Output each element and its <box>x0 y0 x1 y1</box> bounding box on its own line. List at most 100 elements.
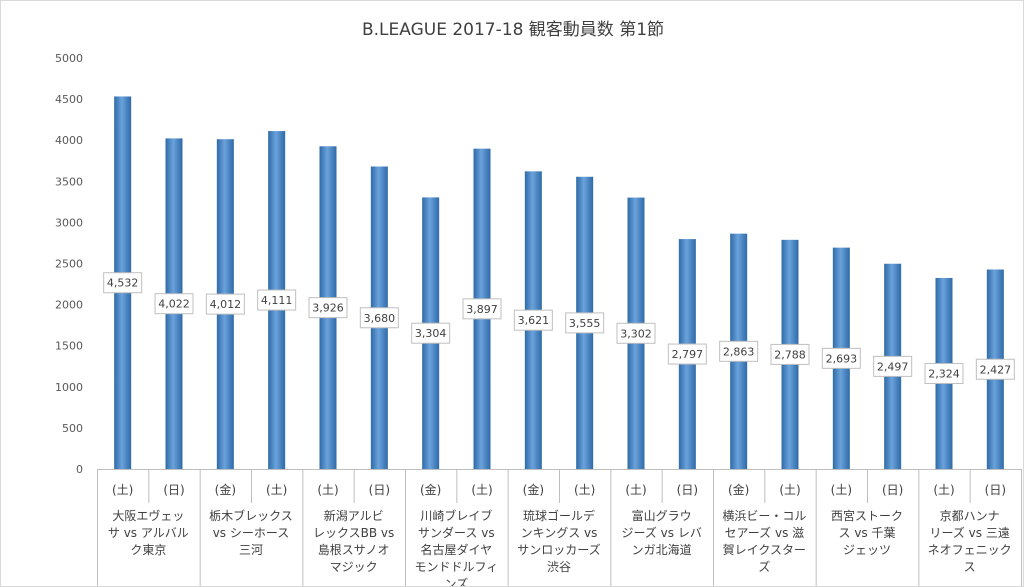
data-label-box <box>257 289 297 311</box>
data-label-box <box>359 307 399 329</box>
data-label-box <box>719 340 759 362</box>
group-label-line: サンダース vs <box>418 525 495 540</box>
data-label-box <box>513 309 553 331</box>
data-labels: 4,532 4,022 4,012 4,111 3,926 3,680 3,304 3,897… <box>103 272 1015 384</box>
group-label-line: ズ <box>758 559 770 574</box>
group-label-line: 島根スサノオ <box>318 542 390 557</box>
x-tick-label: (土) <box>112 483 133 497</box>
group-label-line: ジーズ vs レバ <box>621 525 701 540</box>
data-label-box <box>565 312 605 334</box>
y-tick-label: 5000 <box>55 52 83 65</box>
data-label: 3,680 <box>364 312 396 325</box>
data-label-box <box>205 293 245 315</box>
y-tick-label: 1000 <box>55 381 83 394</box>
data-label: 3,621 <box>518 314 550 327</box>
y-tick-label: 3500 <box>55 175 83 188</box>
x-tick-label: (金) <box>215 482 236 497</box>
data-label-box <box>154 293 194 315</box>
data-label: 2,324 <box>928 367 960 380</box>
x-axis: (土) (日) (金) (土) (土) (日) (金) (土) (金) (土) (土) (日) (金) (… <box>97 469 1022 586</box>
x-tick-label: (土) <box>933 483 954 497</box>
data-label-box <box>975 358 1015 380</box>
data-label: 2,788 <box>774 348 806 361</box>
x-tick-label: (土) <box>625 483 646 497</box>
y-tick-label: 2000 <box>55 299 83 312</box>
data-label-box <box>616 322 656 344</box>
group-label-line: 横浜ビー・コル <box>722 509 806 523</box>
data-label: 4,532 <box>107 277 139 290</box>
data-label: 3,897 <box>466 303 498 316</box>
data-label: 3,926 <box>312 302 344 315</box>
group-label-line: 栃木ブレックス <box>209 508 293 523</box>
data-label-box <box>308 297 348 319</box>
y-tick-label: 4000 <box>55 134 83 147</box>
data-label-box <box>873 355 913 377</box>
data-label: 3,555 <box>569 317 601 330</box>
data-label-box <box>103 272 143 294</box>
group-label-line: サンロッカーズ <box>517 542 600 557</box>
group-label-line: ンガ北海道 <box>632 542 692 557</box>
x-tick-label: (土) <box>831 483 852 497</box>
x-tick-label: (土) <box>574 483 595 497</box>
data-label: 4,012 <box>210 298 242 311</box>
data-label: 2,797 <box>672 348 704 361</box>
group-label-line: 新潟アルビ <box>324 508 384 523</box>
group-label-line: ンズ <box>444 576 468 586</box>
data-label-box <box>821 347 861 369</box>
group-label-line: ジェッツ <box>843 543 891 557</box>
group-label-line: 川崎ブレイブ <box>420 508 492 523</box>
group-label-line: レックスBB vs <box>313 526 394 540</box>
y-tick-label: 3000 <box>55 216 83 229</box>
data-label: 2,497 <box>877 360 909 373</box>
group-label-line: セアーズ vs 滋 <box>724 525 804 540</box>
data-label-box <box>924 362 964 384</box>
group-label-line: 渋谷 <box>547 560 571 574</box>
bars <box>114 96 1004 470</box>
data-label-box <box>667 343 707 365</box>
x-tick-label: (土) <box>317 483 338 497</box>
x-tick-label: (土) <box>266 483 287 497</box>
group-label-line: 賀レイクスター <box>723 543 806 557</box>
group-label-line: 富山グラウ <box>632 508 692 523</box>
data-label: 4,022 <box>158 298 190 311</box>
x-tick-label: (金) <box>728 482 749 497</box>
group-label-line: ス <box>964 560 976 574</box>
group-label-line: リーズ vs 三遠 <box>929 525 1009 540</box>
data-label: 2,693 <box>826 352 858 365</box>
group-label-line: vs シーホース <box>213 526 290 540</box>
y-tick-label: 0 <box>76 463 83 476</box>
data-label-box <box>411 322 451 344</box>
data-label: 2,863 <box>723 345 755 358</box>
group-label-line: 京都ハンナ <box>940 509 1000 523</box>
group-label-line: 名古屋ダイヤ <box>421 542 493 557</box>
group-label-line: 琉球ゴールデ <box>523 508 595 523</box>
group-label-line: ンキングス vs <box>521 526 598 540</box>
y-tick-label: 1500 <box>55 340 83 353</box>
group-label-line: ス vs 千葉 <box>839 526 896 540</box>
y-tick-label: 500 <box>62 422 83 435</box>
data-label: 4,111 <box>261 294 293 307</box>
data-label-box <box>462 298 502 320</box>
group-label-line: 西宮ストーク <box>831 508 903 523</box>
x-tick-label: (土) <box>471 483 492 497</box>
x-tick-label: (日) <box>882 483 903 497</box>
chart-title: B.LEAGUE 2017-18 観客動員数 第1節 <box>361 20 665 40</box>
data-label: 3,304 <box>415 327 447 340</box>
x-tick-label: (金) <box>420 482 441 497</box>
group-label-line: モンドドルフィ <box>414 560 498 574</box>
data-label-box <box>770 343 810 365</box>
x-tick-label: (日) <box>163 483 184 497</box>
group-label-line: ク東京 <box>130 543 166 557</box>
y-tick-label: 2500 <box>55 258 83 271</box>
group-label-line: 三河 <box>239 543 263 557</box>
group-label-line: 大阪エヴェッ <box>112 508 184 523</box>
group-label-line: マジック <box>330 560 378 574</box>
x-tick-label: (日) <box>677 483 698 497</box>
group-label-line: ネオフェニック <box>928 543 1012 557</box>
x-tick-label: (日) <box>369 483 390 497</box>
y-tick-label: 4500 <box>55 93 83 106</box>
y-axis: 0 500 1000 1500 2000 2500 3000 3500 4000 4500 5000 <box>55 52 83 476</box>
group-label-line: サ vs アルバル <box>108 526 189 540</box>
